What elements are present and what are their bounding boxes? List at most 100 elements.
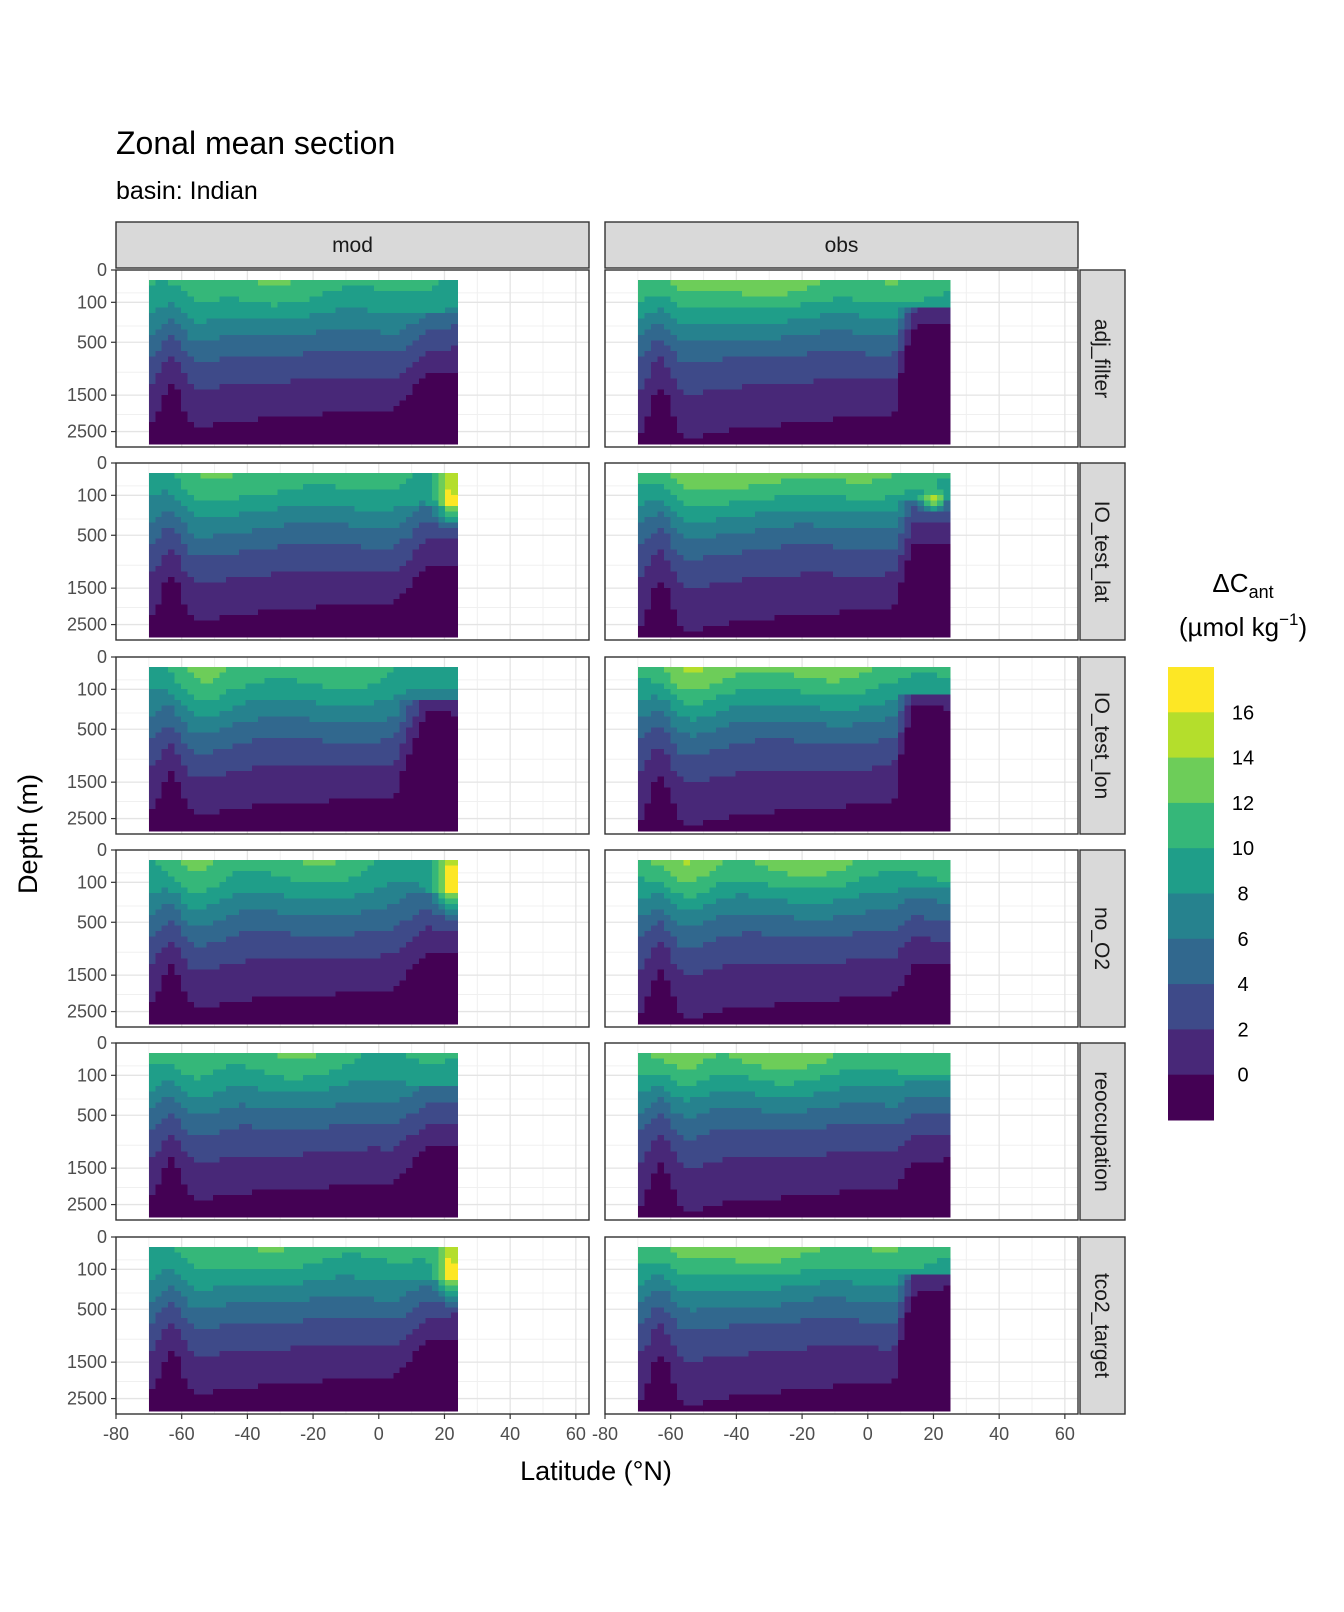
field-cell — [161, 383, 169, 391]
field-cell — [910, 394, 918, 401]
field-cell — [670, 538, 678, 545]
field-cell — [258, 598, 266, 605]
field-cell — [361, 500, 369, 507]
field-cell — [348, 422, 356, 429]
field-cell — [923, 367, 931, 374]
field-cell — [943, 383, 951, 391]
field-cell — [637, 280, 645, 287]
field-cell — [161, 340, 169, 347]
field-cell — [316, 560, 324, 567]
field-cell — [348, 318, 356, 325]
field-cell — [871, 329, 879, 336]
field-cell — [910, 389, 918, 396]
field-cell — [438, 373, 446, 380]
field-cell — [761, 334, 769, 341]
field-cell — [451, 620, 459, 627]
field-cell — [245, 593, 253, 600]
field-cell — [271, 489, 279, 496]
field-cell — [813, 411, 821, 418]
field-cell — [181, 405, 189, 412]
field-cell — [290, 318, 298, 325]
field-cell — [670, 405, 678, 412]
field-cell — [361, 356, 369, 363]
field-cell — [444, 345, 452, 352]
field-cell — [444, 334, 452, 341]
field-cell — [380, 433, 388, 440]
field-cell — [386, 302, 394, 309]
field-cell — [206, 604, 214, 611]
field-cell — [168, 438, 176, 445]
field-cell — [897, 280, 905, 287]
field-cell — [406, 394, 414, 401]
field-cell — [930, 400, 938, 407]
field-cell — [316, 505, 324, 513]
field-cell — [335, 576, 343, 584]
field-cell — [930, 367, 938, 374]
field-cell — [200, 626, 208, 633]
field-cell — [258, 411, 266, 418]
field-cell — [904, 345, 912, 352]
field-cell — [354, 544, 362, 551]
field-cell — [644, 538, 652, 545]
field-cell — [871, 307, 879, 314]
field-cell — [683, 478, 691, 485]
field-cell — [689, 631, 697, 638]
field-cell — [393, 422, 401, 429]
field-cell — [431, 626, 439, 633]
field-cell — [213, 378, 221, 385]
field-cell — [451, 307, 459, 314]
field-cell — [715, 438, 723, 445]
field-cell — [361, 318, 369, 325]
field-cell — [735, 312, 743, 320]
field-cell — [637, 416, 645, 423]
field-cell — [419, 571, 427, 578]
field-cell — [689, 576, 697, 584]
field-cell — [683, 489, 691, 496]
field-cell — [258, 478, 266, 485]
field-cell — [748, 478, 756, 485]
field-cell — [644, 280, 652, 287]
field-cell — [283, 411, 291, 418]
field-cell — [741, 511, 749, 518]
field-cell — [670, 362, 678, 369]
field-cell — [444, 329, 452, 336]
field-cell — [341, 576, 349, 584]
field-cell — [709, 522, 717, 529]
field-cell — [245, 323, 253, 330]
field-cell — [386, 307, 394, 314]
field-cell — [238, 280, 246, 287]
field-cell — [322, 340, 330, 347]
field-cell — [367, 323, 375, 330]
field-cell — [290, 473, 298, 480]
field-cell — [865, 318, 873, 325]
field-cell — [650, 615, 658, 622]
field-cell — [741, 422, 749, 429]
field-cell — [200, 400, 208, 407]
field-cell — [419, 582, 427, 589]
field-cell — [232, 373, 240, 380]
field-cell — [232, 626, 240, 633]
field-cell — [683, 427, 691, 434]
field-cell — [728, 615, 736, 622]
field-cell — [806, 422, 814, 429]
field-cell — [930, 416, 938, 423]
field-cell — [226, 318, 234, 325]
field-cell — [283, 394, 291, 401]
field-cell — [238, 511, 246, 518]
field-cell — [367, 527, 375, 534]
field-cell — [702, 478, 710, 485]
field-cell — [271, 345, 279, 352]
field-cell — [290, 438, 298, 445]
field-cell — [670, 533, 678, 540]
field-cell — [741, 598, 749, 605]
field-cell — [399, 422, 407, 429]
field-cell — [193, 367, 201, 374]
field-cell — [754, 323, 762, 330]
field-cell — [910, 285, 918, 292]
field-cell — [800, 400, 808, 407]
field-cell — [161, 296, 169, 303]
field-cell — [444, 438, 452, 445]
field-cell — [787, 351, 795, 358]
field-cell — [335, 367, 343, 374]
field-cell — [290, 312, 298, 320]
